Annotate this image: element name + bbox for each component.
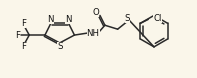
Text: F: F <box>21 42 26 51</box>
Text: O: O <box>93 8 99 17</box>
Text: NH: NH <box>87 29 100 38</box>
Text: S: S <box>125 14 130 23</box>
Text: N: N <box>65 15 72 24</box>
Text: F: F <box>15 31 20 40</box>
Text: Cl: Cl <box>153 14 162 23</box>
Text: N: N <box>48 15 54 24</box>
Text: S: S <box>57 42 62 51</box>
Text: F: F <box>21 19 26 28</box>
